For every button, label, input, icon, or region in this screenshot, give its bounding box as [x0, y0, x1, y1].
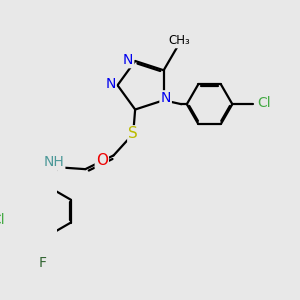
Text: Cl: Cl [257, 96, 271, 110]
Text: F: F [38, 256, 46, 270]
Text: N: N [160, 91, 171, 105]
Text: NH: NH [44, 155, 64, 170]
Text: O: O [96, 153, 108, 168]
Text: N: N [105, 77, 116, 92]
Text: Cl: Cl [0, 213, 4, 227]
Text: S: S [128, 126, 138, 141]
Text: CH₃: CH₃ [169, 34, 190, 47]
Text: N: N [123, 53, 133, 67]
